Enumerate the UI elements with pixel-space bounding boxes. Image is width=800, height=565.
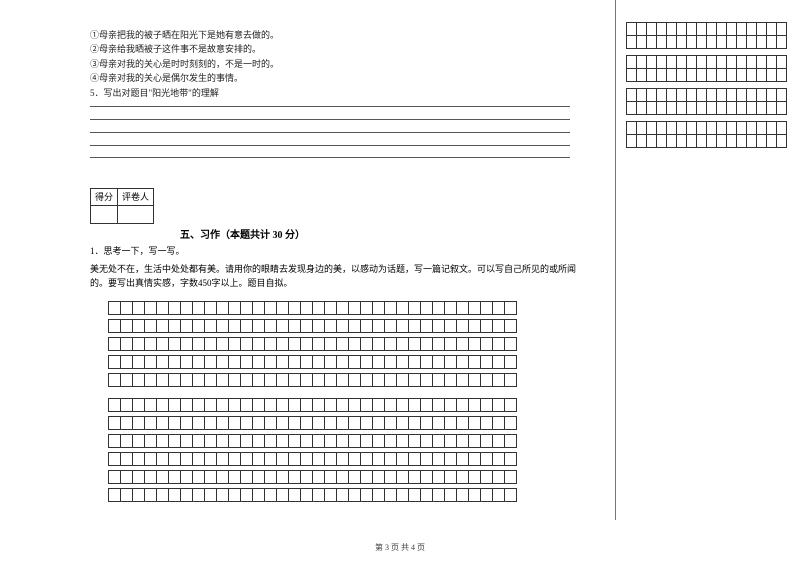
grid-table — [108, 452, 517, 466]
grid-table — [108, 337, 517, 351]
writing-grid-right-1[interactable] — [626, 22, 795, 49]
page-footer: 第 3 页 共 4 页 — [0, 542, 800, 553]
grid-table — [108, 470, 517, 484]
grid-table — [626, 88, 787, 115]
grid-table — [108, 355, 517, 369]
ruled-line — [90, 106, 570, 119]
right-column — [615, 0, 795, 520]
ruled-line — [90, 145, 570, 158]
writing-grid-right-4[interactable] — [626, 121, 795, 148]
writing-grid-2[interactable] — [108, 398, 590, 502]
ruled-line — [90, 132, 570, 145]
grid-table — [108, 398, 517, 412]
question-5: 5．写出对题目"阳光地带"的理解 — [90, 86, 590, 100]
score-row: 得分 评卷人 — [90, 188, 590, 206]
left-column: ①母亲把我的被子晒在阳光下是她有意去做的。 ②母亲给我晒被子这件事不是故意安排的… — [90, 28, 590, 502]
essay-heading: 1．思考一下，写一写。 — [90, 245, 590, 259]
grader-cell[interactable] — [118, 206, 154, 224]
writing-grid-1[interactable] — [108, 301, 590, 387]
essay-body: 美无处不在，生活中处处都有美。请用你的眼睛去发现身边的美，以感动为话题，写一篇记… — [90, 263, 590, 291]
score-label: 得分 — [90, 188, 118, 206]
grid-table — [626, 121, 787, 148]
exam-page: ①母亲把我的被子晒在阳光下是她有意去做的。 ②母亲给我晒被子这件事不是故意安排的… — [0, 0, 800, 565]
score-entry-row — [90, 206, 590, 224]
grid-table — [108, 373, 517, 387]
statement-2: ②母亲给我晒被子这件事不是故意安排的。 — [90, 42, 590, 56]
grader-label: 评卷人 — [118, 188, 154, 206]
grid-table — [108, 488, 517, 502]
statement-1: ①母亲把我的被子晒在阳光下是她有意去做的。 — [90, 28, 590, 42]
section-title: 五、习作（本题共计 30 分） — [180, 226, 590, 241]
grid-table — [108, 301, 517, 315]
ruled-line — [90, 119, 570, 132]
answer-lines — [90, 106, 590, 158]
statement-3: ③母亲对我的关心是时时刻刻的，不是一时的。 — [90, 57, 590, 71]
statement-4: ④母亲对我的关心是偶尔发生的事情。 — [90, 71, 590, 85]
grid-table — [626, 55, 787, 82]
writing-grid-right-3[interactable] — [626, 88, 795, 115]
grid-table — [626, 22, 787, 49]
grid-table — [108, 434, 517, 448]
writing-grid-right-2[interactable] — [626, 55, 795, 82]
score-cell[interactable] — [90, 206, 118, 224]
grid-table — [108, 416, 517, 430]
grid-table — [108, 319, 517, 333]
